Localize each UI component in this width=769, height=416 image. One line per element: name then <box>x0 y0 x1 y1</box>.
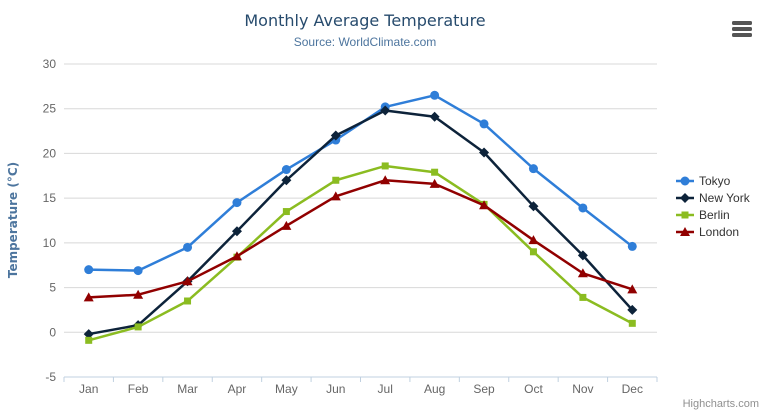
legend-item-london[interactable]: London <box>676 224 750 239</box>
y-axis-label: 5 <box>49 281 56 295</box>
data-point-berlin[interactable] <box>579 293 587 301</box>
y-axis-label: 25 <box>43 102 57 116</box>
legend-label: London <box>699 224 740 239</box>
data-point-tokyo[interactable] <box>232 198 242 208</box>
data-point-new-york[interactable] <box>627 304 638 315</box>
x-axis-label: Sep <box>473 382 495 396</box>
data-point-london[interactable] <box>528 235 539 245</box>
data-point-berlin[interactable] <box>431 168 439 176</box>
legend-item-tokyo[interactable]: Tokyo <box>676 173 750 188</box>
data-point-tokyo[interactable] <box>528 164 538 174</box>
data-point-new-york[interactable] <box>577 250 588 261</box>
diamond-legend-marker-icon <box>676 192 694 203</box>
data-point-new-york[interactable] <box>281 175 292 186</box>
data-point-london[interactable] <box>133 289 144 299</box>
triangle-legend-marker-icon <box>676 226 694 236</box>
credits-link[interactable]: Highcharts.com <box>682 398 759 410</box>
data-point-berlin[interactable] <box>332 176 340 184</box>
data-point-new-york[interactable] <box>380 105 391 116</box>
data-point-new-york[interactable] <box>429 111 440 122</box>
y-axis-label: 10 <box>43 236 57 250</box>
data-point-london[interactable] <box>330 191 341 201</box>
data-point-new-york[interactable] <box>528 201 539 212</box>
data-point-new-york[interactable] <box>330 130 341 141</box>
x-axis-label: Feb <box>128 382 149 396</box>
circle-legend-marker-icon <box>676 176 694 185</box>
series-line-new-york <box>87 109 634 336</box>
data-point-london[interactable] <box>429 178 440 188</box>
data-point-new-york[interactable] <box>231 226 242 237</box>
y-axis-title: Temperature (°C) <box>6 161 20 279</box>
data-point-tokyo[interactable] <box>133 266 143 276</box>
hamburger-menu-icon[interactable] <box>730 19 754 39</box>
square-legend-marker-icon <box>676 211 694 218</box>
data-point-tokyo[interactable] <box>183 242 193 252</box>
series-line-london <box>87 179 634 299</box>
x-axis-label: Dec <box>622 382 643 396</box>
data-point-london[interactable] <box>231 251 242 261</box>
x-axis-label: Apr <box>228 382 247 396</box>
legend: Tokyo New York Berlin London <box>676 173 750 239</box>
x-axis-label: Oct <box>524 382 543 396</box>
x-axis-label: May <box>275 382 298 396</box>
chart-subtitle: Source: WorldClimate.com <box>293 35 437 49</box>
chart-title: Monthly Average Temperature <box>244 11 486 30</box>
data-point-tokyo[interactable] <box>627 241 637 251</box>
data-point-berlin[interactable] <box>85 336 93 344</box>
series-line-tokyo <box>87 94 634 272</box>
legend-label: Berlin <box>699 207 730 222</box>
data-point-berlin[interactable] <box>282 208 290 216</box>
y-axis-label: 15 <box>43 191 57 205</box>
data-point-tokyo[interactable] <box>430 90 440 100</box>
data-point-new-york[interactable] <box>83 329 94 340</box>
data-point-london[interactable] <box>281 220 292 230</box>
data-point-tokyo[interactable] <box>479 119 489 129</box>
data-point-london[interactable] <box>627 284 638 294</box>
legend-item-berlin[interactable]: Berlin <box>676 207 750 222</box>
data-point-tokyo[interactable] <box>281 165 291 175</box>
data-point-tokyo[interactable] <box>84 265 94 275</box>
data-point-london[interactable] <box>182 276 193 286</box>
data-point-berlin[interactable] <box>529 248 537 256</box>
x-axis-label: Aug <box>424 382 445 396</box>
x-axis-label: Nov <box>572 382 593 396</box>
data-point-new-york[interactable] <box>479 147 490 158</box>
legend-label: New York <box>699 190 750 205</box>
legend-label: Tokyo <box>699 173 731 188</box>
data-point-berlin[interactable] <box>184 297 192 305</box>
data-point-london[interactable] <box>83 292 94 302</box>
x-axis-label: Jan <box>79 382 98 396</box>
y-axis-label: -5 <box>45 370 56 384</box>
series-line-berlin <box>87 164 634 342</box>
data-point-berlin[interactable] <box>628 319 636 327</box>
x-axis-label: Jul <box>378 382 393 396</box>
legend-item-new-york[interactable]: New York <box>676 190 750 205</box>
data-point-london[interactable] <box>380 175 391 185</box>
y-axis-label: 30 <box>43 57 57 71</box>
x-axis-label: Jun <box>326 382 345 396</box>
data-point-tokyo[interactable] <box>578 203 588 213</box>
y-axis-label: 20 <box>43 146 57 160</box>
x-axis-label: Mar <box>177 382 198 396</box>
data-point-berlin[interactable] <box>134 323 142 331</box>
y-axis-label: 0 <box>49 325 56 339</box>
data-point-berlin[interactable] <box>381 162 389 170</box>
data-point-london[interactable] <box>479 200 490 210</box>
data-point-london[interactable] <box>577 268 588 278</box>
